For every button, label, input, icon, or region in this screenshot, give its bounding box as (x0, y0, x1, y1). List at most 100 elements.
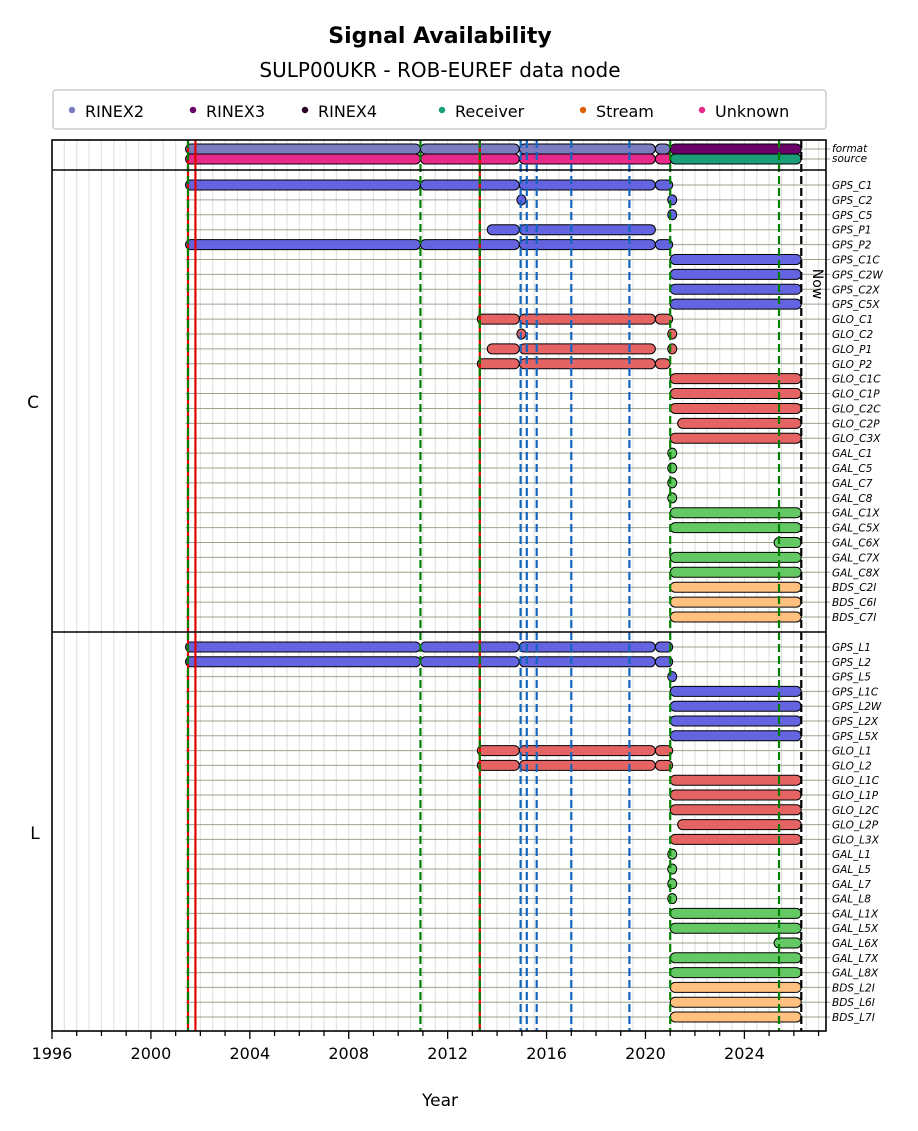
x-axis-label: Year (421, 1091, 458, 1111)
legend-marker-stream (579, 106, 587, 114)
signal-bar (669, 283, 802, 295)
signal-bar (669, 715, 802, 727)
signal-bar (669, 298, 802, 310)
signal-bar (669, 581, 802, 593)
signal-bar (669, 373, 802, 385)
signal-bar (654, 656, 674, 668)
signal-bar (669, 268, 802, 280)
row-label: GLO_C1 (832, 314, 873, 326)
signal-bar (419, 179, 520, 191)
signal-bar (667, 492, 678, 504)
x-tick-label: 2016 (526, 1044, 567, 1063)
signal-bar (669, 1011, 802, 1023)
row-label: GAL_L1 (832, 849, 871, 861)
row-label: BDS_L7I (832, 1012, 875, 1024)
row-label: GPS_L2X (832, 716, 879, 728)
row-label: GLO_C1P (832, 389, 880, 401)
row-label: GPS_C5X (832, 299, 880, 311)
signal-bar (669, 789, 802, 801)
now-label: Now (809, 269, 825, 300)
signal-bar (518, 759, 656, 771)
signal-bar (518, 343, 656, 355)
row-label: GAL_C1 (832, 448, 872, 460)
signal-bar (669, 253, 802, 265)
row-label: GAL_L5X (832, 923, 879, 935)
row-label: GPS_L1C (832, 686, 879, 698)
signal-bar (518, 656, 656, 668)
row-label: GAL_L8X (832, 968, 879, 980)
row-label: GAL_C7 (832, 478, 873, 490)
chart-title: Signal Availability (328, 24, 551, 49)
signal-bar (654, 358, 671, 370)
row-label: GPS_L2W (832, 701, 882, 713)
signal-bar (654, 745, 674, 757)
signal-bar (654, 313, 674, 325)
legend-marker-receiver (438, 106, 446, 114)
signal-bar (667, 462, 678, 474)
section-label-l: L (30, 824, 40, 844)
row-label: GLO_C2 (832, 329, 874, 341)
signal-bar (677, 819, 802, 831)
row-label: BDS_C2I (832, 582, 876, 594)
row-label: GLO_C2C (832, 403, 881, 415)
legend-marker-rinex4 (301, 106, 309, 114)
signal-bar (669, 996, 802, 1008)
signal-bar (667, 863, 678, 875)
signal-bar (669, 922, 802, 934)
signal-bar (654, 143, 671, 155)
signal-bar (185, 143, 421, 155)
row-label: GAL_L1X (832, 908, 879, 920)
row-label: GLO_C3X (832, 433, 881, 445)
signal-bar (654, 179, 674, 191)
row-label: GAL_L5 (832, 864, 871, 876)
signal-bar (669, 507, 802, 519)
row-label: GPS_C1 (832, 180, 872, 192)
row-label: GPS_C2W (832, 269, 883, 281)
row-label: GPS_L1 (832, 642, 871, 654)
row-label: GLO_P1 (832, 344, 872, 356)
signal-bar (773, 937, 802, 949)
row-label: GPS_P2 (832, 240, 872, 252)
signal-bar (669, 388, 802, 400)
legend-marker-rinex2 (68, 106, 76, 114)
signal-bar (669, 774, 802, 786)
signal-bar (476, 745, 520, 757)
row-label: GPS_L5X (832, 731, 879, 743)
plot-frame (51, 139, 827, 1032)
signal-bar (669, 833, 802, 845)
row-label: GAL_L8 (832, 894, 871, 906)
signal-bar (486, 343, 520, 355)
row-label: GLO_C1C (832, 374, 881, 386)
signal-bar (654, 641, 674, 653)
x-tick-label: 2000 (131, 1044, 172, 1063)
row-label: GAL_C8X (832, 567, 880, 579)
signal-bar (185, 656, 421, 668)
row-label: GPS_C2 (832, 195, 873, 207)
signal-bar (518, 358, 656, 370)
signal-bar (669, 402, 802, 414)
legend-label-rinex3: RINEX3 (206, 102, 265, 121)
row-label: GLO_C2P (832, 418, 880, 430)
row-label: GLO_L3X (832, 834, 880, 846)
bars (185, 143, 802, 1023)
row-label: BDS_L2I (832, 982, 875, 994)
signal-bar (667, 447, 678, 459)
signal-bar (476, 313, 520, 325)
row-label: GAL_C5 (832, 463, 873, 475)
signal-bar (185, 641, 421, 653)
row-label: GAL_L7X (832, 953, 879, 965)
signal-bar (518, 179, 656, 191)
signal-bar (518, 153, 656, 165)
row-label: GPS_L2 (832, 657, 871, 669)
signal-bar (669, 432, 802, 444)
signal-bar (669, 551, 802, 563)
row-label: GPS_P1 (832, 225, 871, 237)
signal-bar (419, 153, 520, 165)
legend-label-unknown: Unknown (715, 102, 789, 121)
signal-bar (419, 656, 520, 668)
signal-bar (669, 153, 802, 165)
legend: RINEX2 RINEX3 RINEX4 Receiver Stream Unknown (52, 89, 827, 130)
row-label: GAL_L7 (832, 879, 871, 891)
chart-subtitle: SULP00UKR - ROB-EUREF data node (259, 58, 620, 82)
